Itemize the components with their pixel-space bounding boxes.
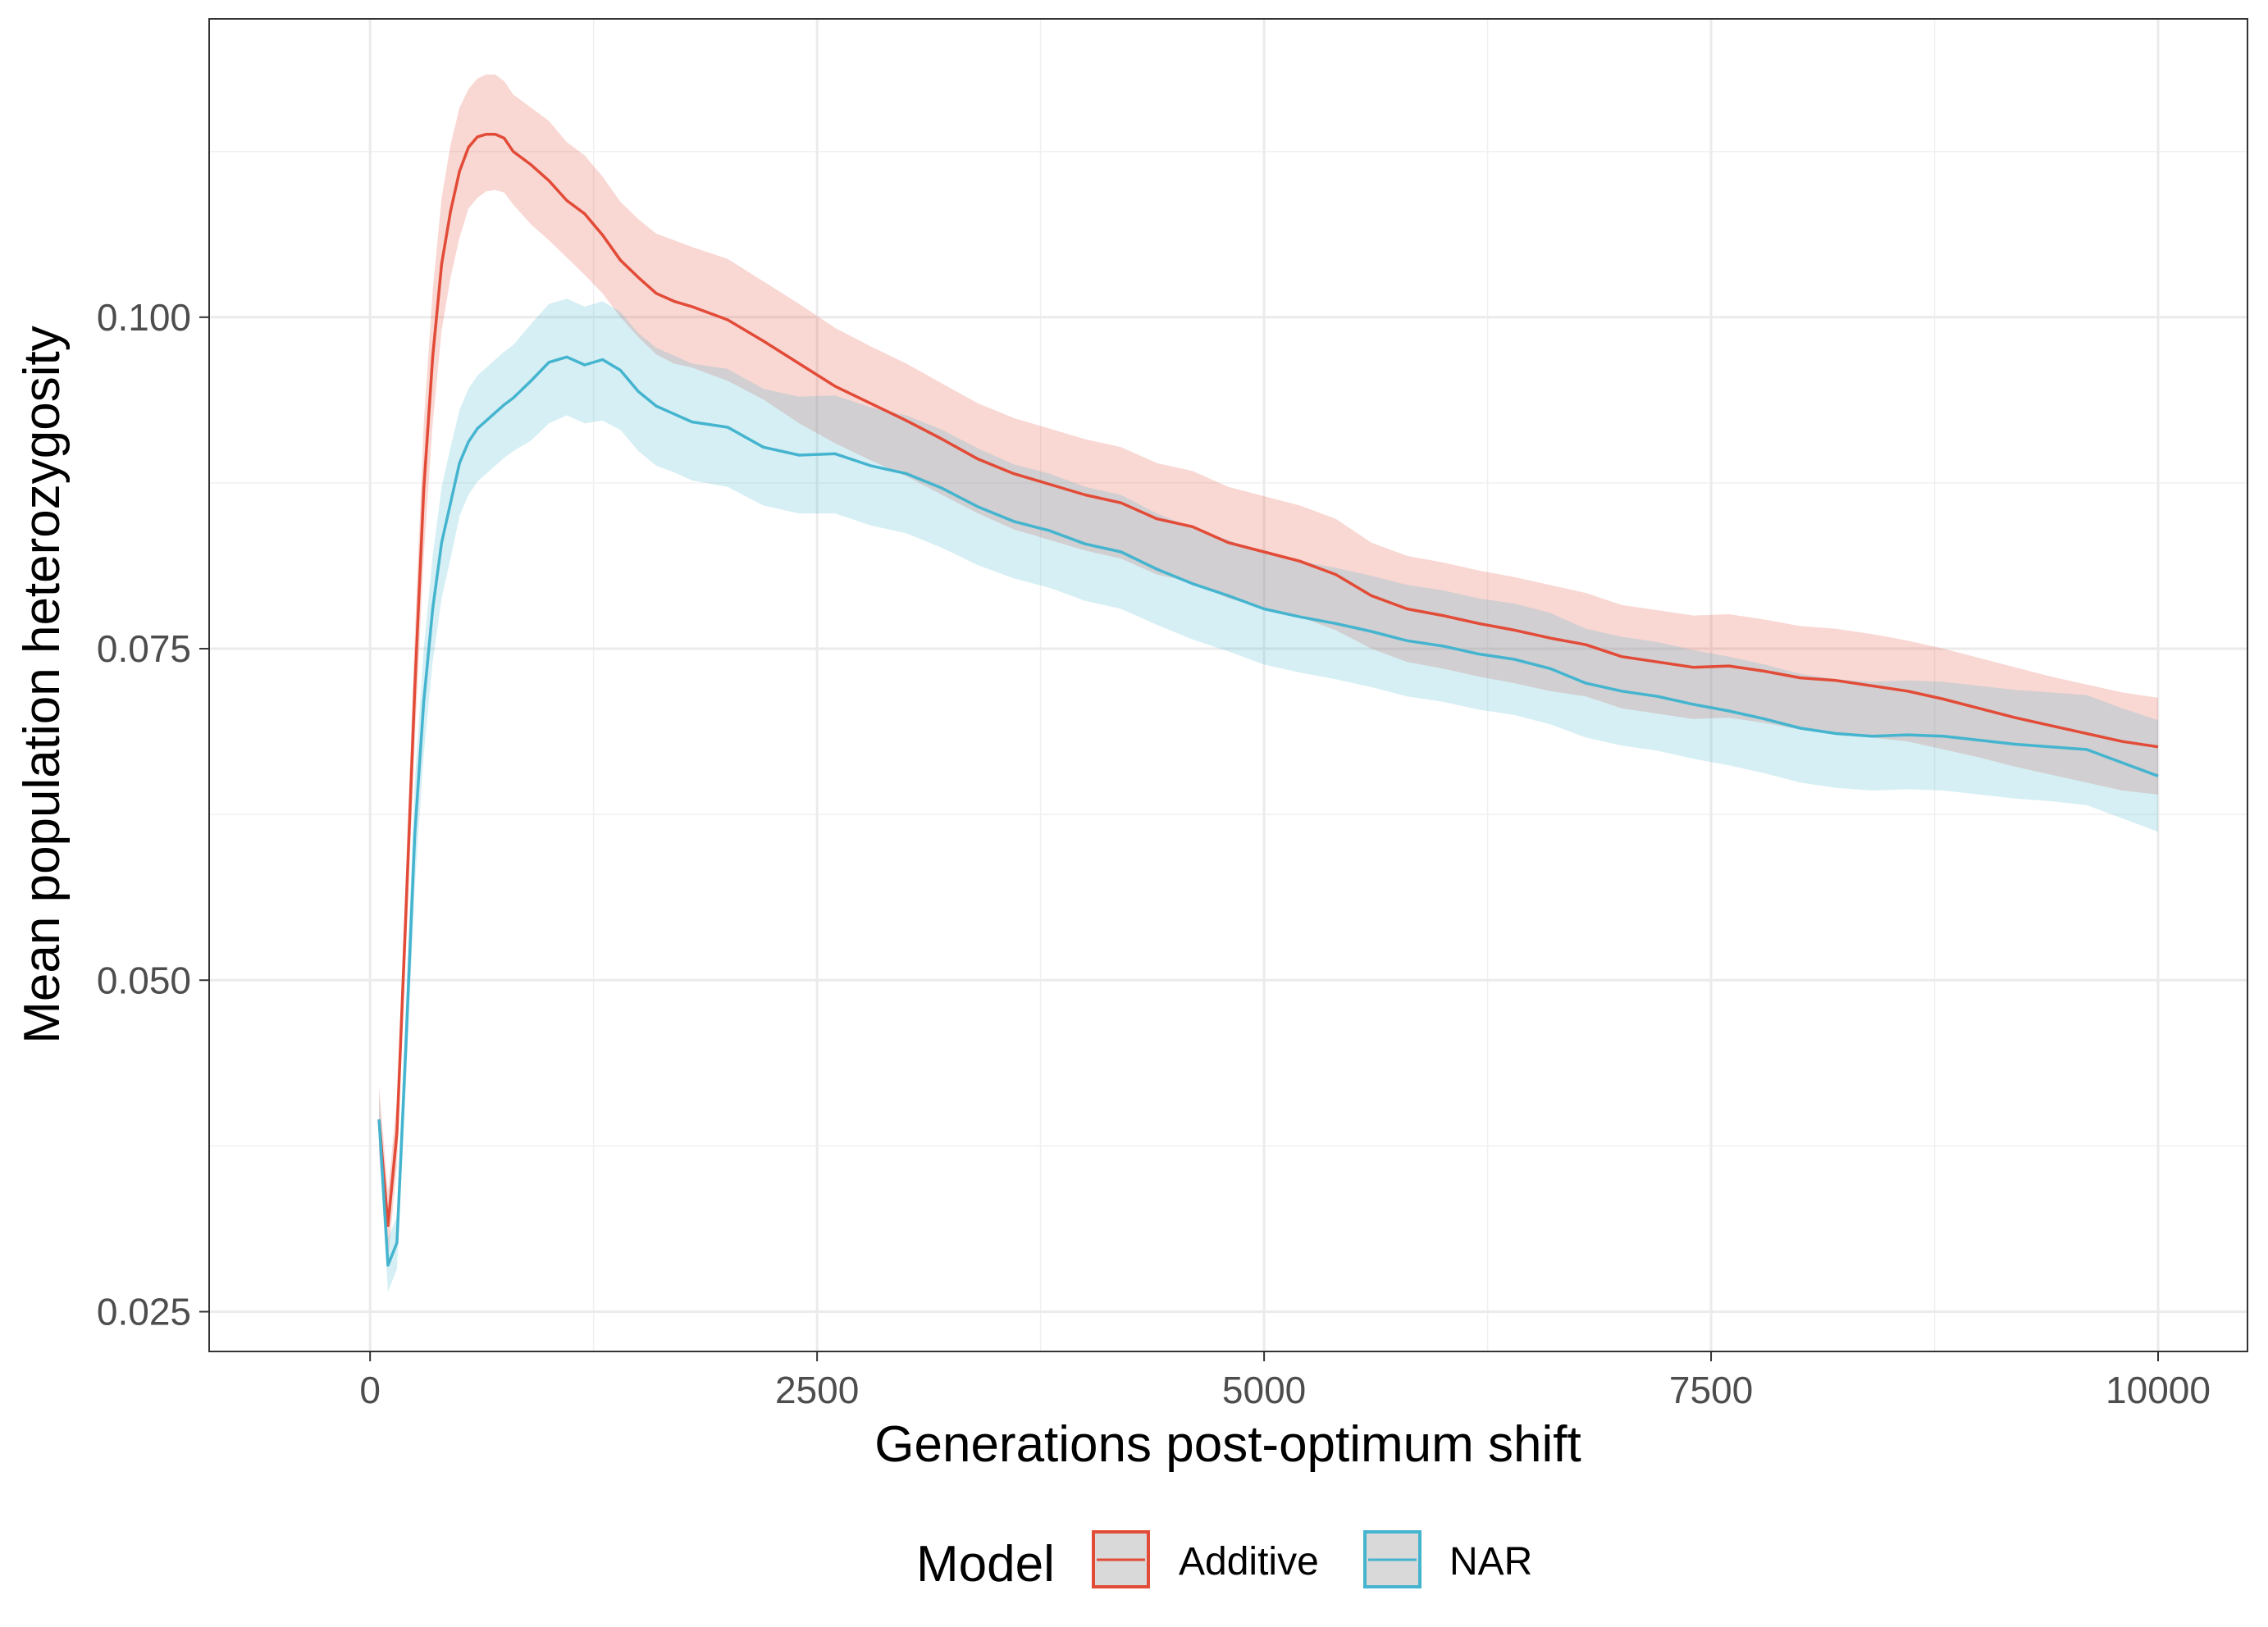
legend: Model Additive NAR [916,1530,1532,1593]
series-lines [377,132,2159,1267]
legend-item-nar: NAR [1363,1530,1532,1588]
x-axis-ticks: 0 2500 5000 7500 10000 [359,1351,2211,1411]
y-tick-label: 0.075 [97,627,191,670]
line-nar [377,355,2159,1267]
plot-panel-border [208,18,2248,1352]
x-tick-label: 10000 [2106,1369,2211,1411]
minor-gridlines [209,19,2247,1351]
x-tick-label: 5000 [1222,1369,1306,1411]
ribbon-additive [379,74,2158,1259]
y-tick-label: 0.100 [97,296,191,339]
confidence-ribbons [379,74,2158,1292]
legend-label-nar: NAR [1449,1540,1532,1584]
x-tick-label: 0 [359,1369,381,1411]
y-tick-label: 0.050 [97,959,191,1001]
legend-item-additive: Additive [1092,1530,1319,1588]
legend-label-additive: Additive [1179,1540,1319,1584]
x-tick-label: 7500 [1669,1369,1753,1411]
major-gridlines [209,19,2247,1351]
line-additive [377,132,2159,1228]
x-tick-label: 2500 [775,1369,859,1411]
y-tick-label: 0.025 [97,1290,191,1333]
y-axis-ticks: 0.025 0.050 0.075 0.100 [97,296,209,1333]
ribbon-nar [379,299,2158,1292]
x-axis-title: Generations post-optimum shift [874,1416,1581,1473]
legend-title: Model [916,1536,1055,1593]
y-axis-title: Mean population heterozygosity [14,326,71,1043]
